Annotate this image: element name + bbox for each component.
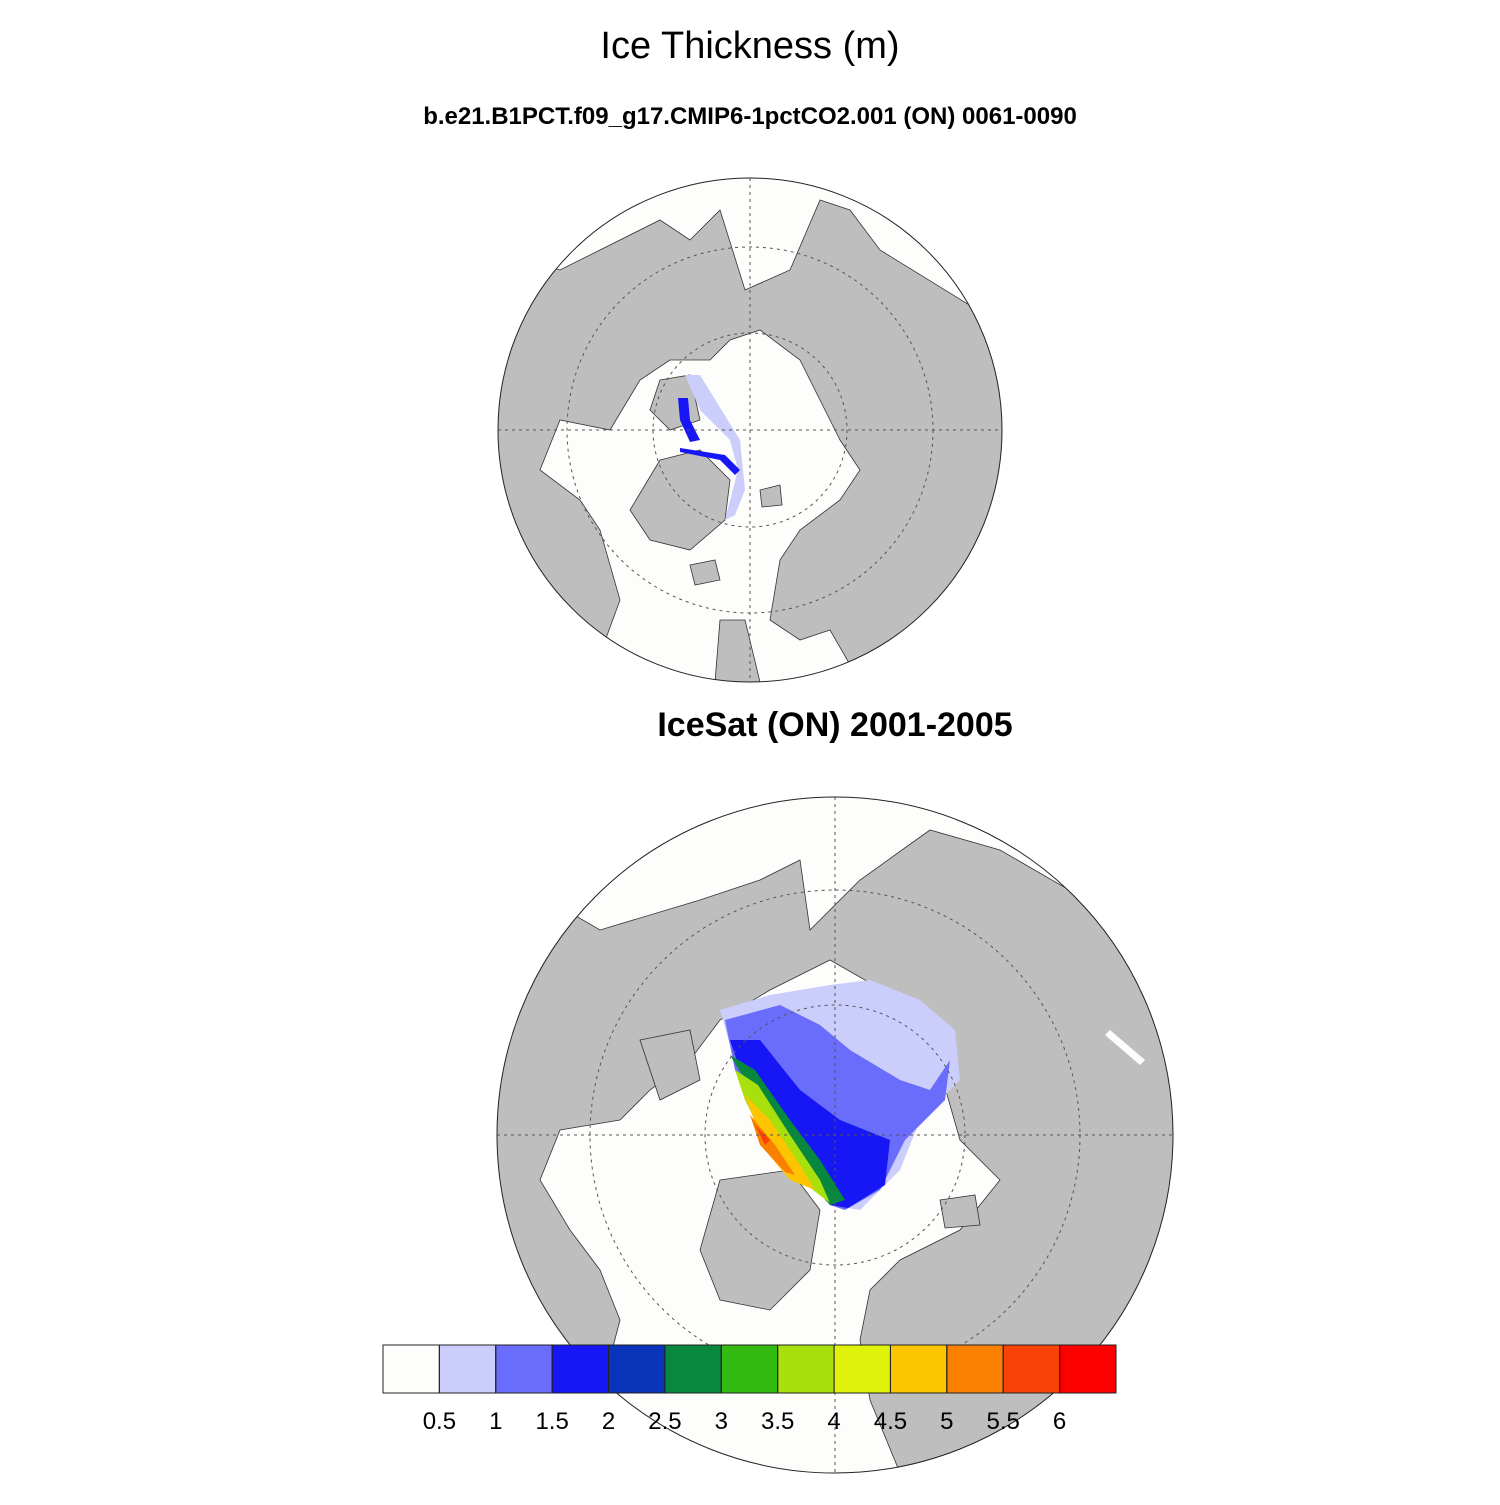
- ice-contour: [745, 1095, 815, 1190]
- ice-contour: [725, 1005, 950, 1210]
- ice-contour: [730, 1040, 890, 1208]
- colorbar-label: 4.5: [874, 1408, 907, 1435]
- colorbar-label: 3.5: [761, 1408, 794, 1435]
- colorbar-label: 1.5: [535, 1408, 568, 1435]
- ice-contour: [735, 1070, 830, 1203]
- colorbar-label: 2: [602, 1408, 615, 1435]
- colorbar-box: [551, 1344, 610, 1394]
- title: Ice Thickness (m): [600, 25, 899, 67]
- colorbar-label: 1: [489, 1408, 502, 1435]
- colorbar-box: [777, 1344, 835, 1394]
- colorbar-box: [495, 1344, 553, 1394]
- subtitle: b.e21.B1PCT.f09_g17.CMIP6-1pctCO2.001 (O…: [423, 103, 1077, 130]
- colorbar-box: [889, 1344, 948, 1394]
- colorbar-box: [608, 1344, 666, 1394]
- ice-contour: [678, 398, 700, 442]
- ice-contour: [685, 375, 745, 520]
- colorbar-box: [1002, 1344, 1061, 1394]
- colorbar-box: [664, 1344, 722, 1394]
- ice-contour: [755, 1125, 770, 1145]
- colorbar-box: [382, 1344, 440, 1394]
- colorbar-label: 4: [827, 1408, 840, 1435]
- ice-contour: [680, 448, 740, 475]
- colorbar-label: 0.5: [423, 1408, 456, 1435]
- colorbar-label: 6: [1053, 1408, 1066, 1435]
- colorbar: 0.5 1 1.5 2 2.5 3 3.5 4 4.5 5 5.5 6: [382, 1344, 1117, 1435]
- colorbar-label: 2.5: [648, 1408, 681, 1435]
- subtitle: IceSat (ON) 2001-2005: [657, 706, 1012, 744]
- colorbar-box: [833, 1344, 891, 1394]
- ice-contour: [750, 1115, 795, 1175]
- colorbar-box: [1059, 1344, 1117, 1394]
- colorbar-label: 3: [715, 1408, 728, 1435]
- colorbar-box: [438, 1344, 497, 1394]
- colorbar-box: [946, 1344, 1004, 1394]
- colorbar-label: 5.5: [987, 1408, 1020, 1435]
- colorbar-box: [720, 1344, 779, 1394]
- colorbar-label: 5: [940, 1408, 953, 1435]
